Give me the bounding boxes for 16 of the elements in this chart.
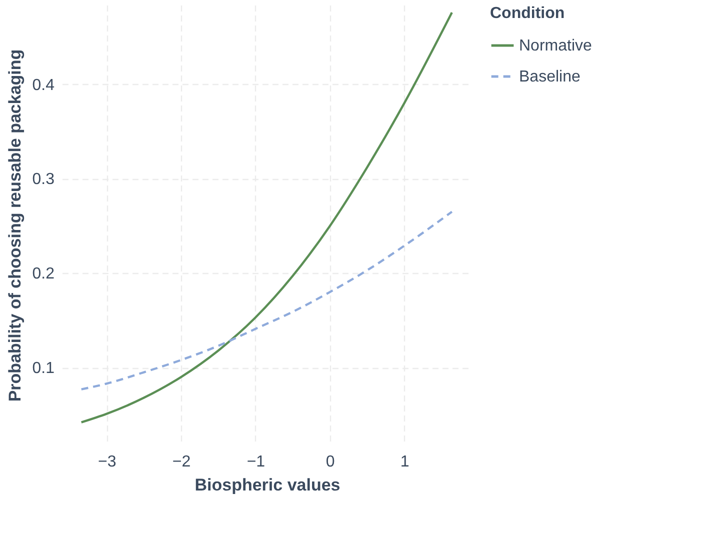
y-tick-label: 0.4: [32, 76, 55, 94]
legend-label: Normative: [519, 38, 592, 54]
x-tick-label: 0: [326, 454, 335, 470]
y-axis-title: Probability of choosing reusable packaging: [5, 49, 24, 402]
y-tick-label: 0.3: [32, 171, 55, 188]
x-tick-label: 1: [400, 454, 410, 470]
legend-title: Condition: [490, 5, 565, 22]
line-series: [80, 11, 454, 424]
x-tick-label: −2: [172, 454, 191, 470]
x-axis-title: Biospheric values: [194, 476, 340, 494]
legend-label: Baseline: [519, 68, 580, 86]
y-tick-label: 0.1: [32, 360, 55, 378]
x-tick-label: −3: [98, 454, 116, 470]
x-tick-label: −1: [246, 454, 266, 470]
y-tick-label: 0.2: [32, 266, 55, 283]
line-series: [80, 210, 454, 390]
